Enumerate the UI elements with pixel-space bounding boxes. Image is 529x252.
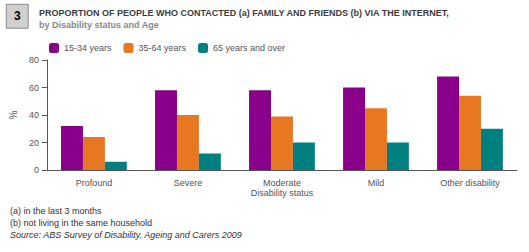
svg-text:3: 3 <box>14 9 21 23</box>
svg-text:Profound: Profound <box>76 178 113 188</box>
svg-text:%: % <box>8 110 19 119</box>
svg-text:(b) not living in the same hou: (b) not living in the same household <box>10 218 152 228</box>
svg-text:PROPORTION OF PEOPLE WHO CONTA: PROPORTION OF PEOPLE WHO CONTACTED (a) F… <box>39 8 449 18</box>
svg-text:Mild: Mild <box>368 178 385 188</box>
svg-text:60: 60 <box>29 83 39 93</box>
svg-text:Disability status: Disability status <box>251 188 314 198</box>
svg-text:80: 80 <box>29 55 39 65</box>
svg-text:Severe: Severe <box>174 178 203 188</box>
svg-text:20: 20 <box>29 138 39 148</box>
svg-text:Source: ABS Survey of Disabili: Source: ABS Survey of Disability, Ageing… <box>10 230 242 240</box>
svg-text:15-34 years: 15-34 years <box>64 43 112 53</box>
svg-text:by Disability status and Age: by Disability status and Age <box>39 20 159 30</box>
svg-text:65 years and over: 65 years and over <box>213 43 285 53</box>
svg-text:Moderate: Moderate <box>263 178 301 188</box>
svg-text:35-64 years: 35-64 years <box>139 43 187 53</box>
svg-text:Other disability: Other disability <box>440 178 500 188</box>
svg-text:(a) in the last 3 months: (a) in the last 3 months <box>10 206 102 216</box>
svg-text:0: 0 <box>34 165 39 175</box>
svg-text:40: 40 <box>29 110 39 120</box>
